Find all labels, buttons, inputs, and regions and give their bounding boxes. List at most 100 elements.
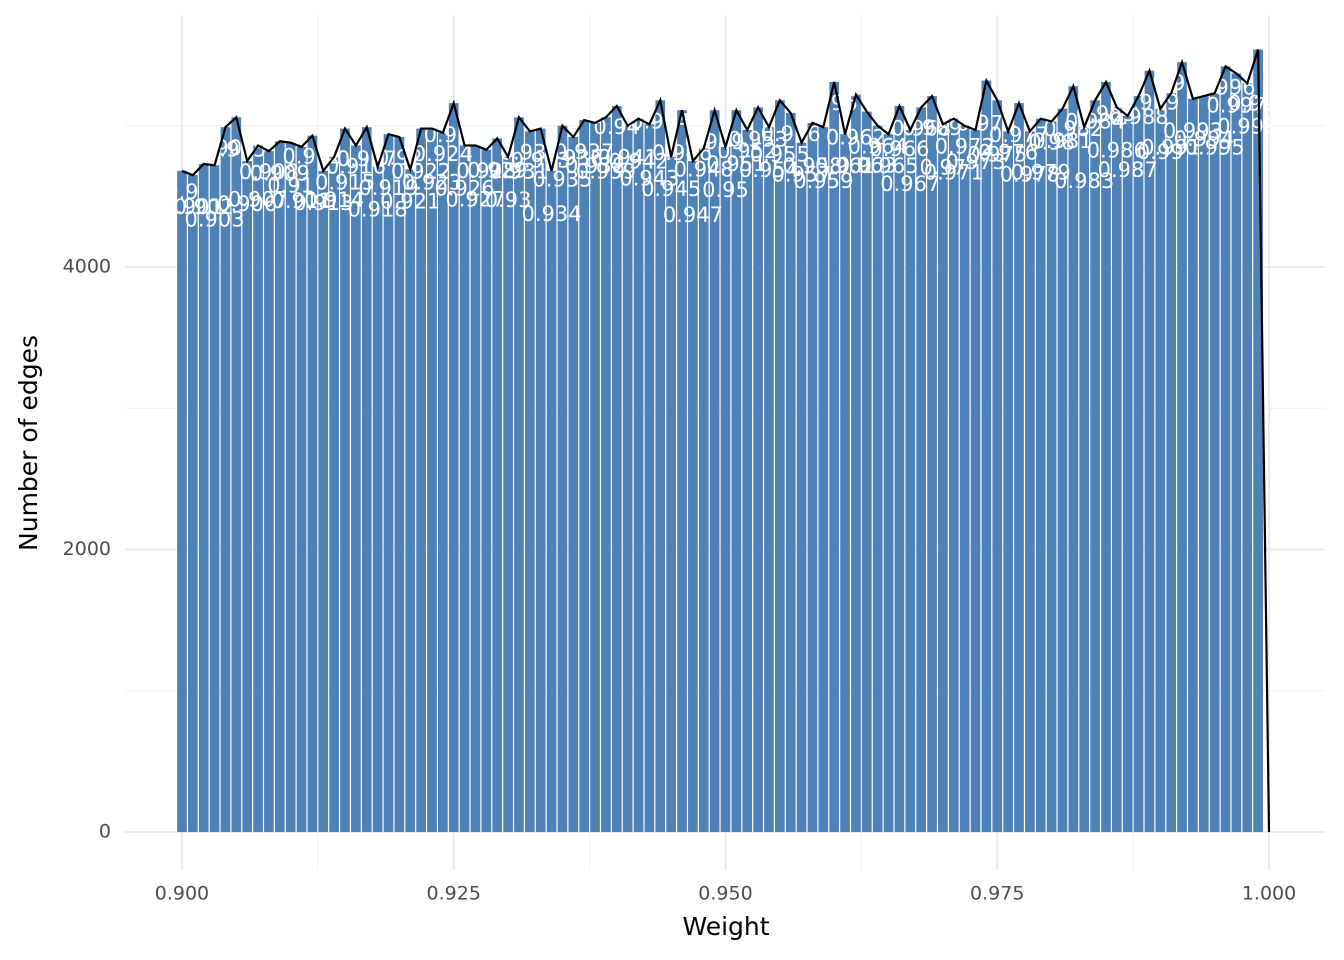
data-label: 0.939 [576, 159, 636, 183]
bar [209, 165, 220, 833]
bar [535, 128, 546, 833]
bar [405, 169, 416, 833]
bar [851, 94, 861, 833]
bar [970, 129, 981, 833]
bar [470, 145, 481, 833]
bar [231, 117, 242, 833]
bar [1057, 108, 1068, 833]
data-label: 0.905 [206, 137, 266, 161]
data-label: 0.929 [467, 158, 527, 182]
bar [285, 142, 296, 833]
bar [557, 125, 568, 833]
data-label: 0.991 [1141, 135, 1201, 159]
bar [274, 141, 285, 833]
bar [340, 128, 350, 833]
bar [927, 96, 937, 833]
bar [818, 127, 829, 833]
bar [524, 131, 535, 833]
bar [633, 118, 644, 833]
bar [720, 146, 731, 833]
bar [296, 146, 307, 833]
bar [916, 107, 926, 833]
data-label: 0.91 [267, 174, 314, 198]
bar [1144, 70, 1155, 833]
data-label: 0.946 [652, 141, 712, 165]
data-label: 0.975 [967, 142, 1027, 166]
lines [181, 49, 1271, 833]
data-label: 0.918 [348, 198, 408, 222]
bar [427, 128, 437, 833]
frequency-line [181, 49, 1271, 833]
data-label: 0.967 [880, 172, 940, 196]
bar [220, 127, 231, 833]
bar [448, 103, 459, 833]
data-label: 0.994 [1174, 127, 1234, 151]
bar [622, 125, 633, 833]
bar [1209, 93, 1220, 833]
bar [568, 137, 579, 833]
data-label: 0.903 [185, 207, 245, 231]
data-label: 0.923 [402, 171, 462, 195]
bar [590, 122, 600, 833]
bar [742, 129, 753, 833]
data-label: 0.95 [702, 178, 749, 202]
bar [1079, 127, 1090, 833]
data-label: 0.962 [826, 126, 886, 150]
bar [1231, 73, 1242, 833]
data-label: 0.963 [837, 154, 897, 178]
data-label: 0.988 [1109, 105, 1169, 129]
bar [438, 132, 448, 833]
data-label: 0.915 [315, 171, 375, 195]
bar [416, 128, 426, 833]
bar [579, 120, 590, 833]
bar [905, 129, 916, 833]
x-tick-label: 0.950 [698, 883, 752, 905]
bar [481, 149, 492, 833]
data-label: 0.976 [978, 140, 1038, 164]
data-label: 0.953 [728, 127, 788, 151]
data-label: 0.919 [358, 176, 418, 200]
data-label: 0.958 [782, 154, 842, 178]
bar [1155, 108, 1166, 833]
x-tick-label: 0.900 [155, 883, 209, 905]
bar [1003, 131, 1013, 833]
bar [372, 166, 383, 833]
bar [948, 118, 959, 833]
bar [1035, 118, 1046, 833]
data-label: 0.909 [250, 161, 310, 185]
data-label: 0.928 [456, 159, 516, 183]
data-label: 0.993 [1163, 119, 1223, 143]
data-label: 0.971 [924, 161, 984, 185]
bar [611, 105, 622, 833]
data-labels: 0.90.9010.9020.9030.9040.9050.9060.9070.… [163, 71, 1288, 231]
data-label: 0.934 [521, 202, 581, 226]
data-label: 0.937 [554, 140, 614, 164]
data-label: 0.908 [239, 160, 299, 184]
data-label: 0.992 [1152, 71, 1212, 95]
bar [938, 124, 948, 833]
data-label: 0.912 [282, 145, 342, 169]
data-label: 0.914 [304, 188, 364, 212]
data-label: 0.913 [293, 191, 353, 215]
bar [503, 156, 513, 833]
bar [601, 117, 611, 833]
data-label: 0.948 [674, 157, 734, 181]
bar [992, 100, 1003, 833]
data-label: 0.949 [685, 130, 745, 154]
bar [1177, 62, 1187, 833]
bar [677, 110, 687, 833]
data-label: 0.943 [619, 166, 679, 190]
data-label: 0.981 [1032, 129, 1092, 153]
bar [1090, 100, 1100, 833]
y-axis-title: Number of edges [14, 335, 43, 551]
data-label: 0.93 [485, 188, 532, 212]
bar [894, 105, 905, 833]
data-label: 0.925 [424, 123, 484, 147]
bar [459, 145, 470, 833]
data-label: 0.933 [511, 149, 571, 173]
data-label: 0.978 [1000, 162, 1060, 186]
data-label: 0.954 [739, 158, 799, 182]
bar [688, 161, 698, 833]
x-tick-label: 1.000 [1242, 883, 1296, 905]
data-label: 0.945 [641, 177, 701, 201]
